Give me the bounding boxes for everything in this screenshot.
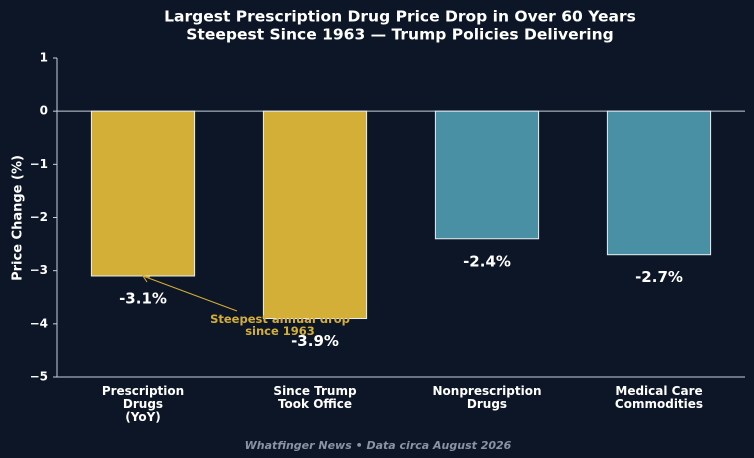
chart-subtitle: Steepest Since 1963 — Trump Policies Del… bbox=[186, 26, 613, 44]
x-tick-label: Prescription Drugs (YoY) bbox=[102, 384, 184, 424]
y-tick-label: −1 bbox=[30, 157, 48, 171]
annotation-arrowhead bbox=[141, 275, 151, 283]
y-tick-label: −2 bbox=[30, 210, 48, 224]
y-axis-label: Price Change (%) bbox=[11, 155, 26, 281]
y-tick-label: 1 bbox=[40, 51, 48, 65]
value-label: -3.9% bbox=[291, 332, 339, 350]
y-tick-label: −4 bbox=[30, 316, 48, 330]
annotation: Steepest annual drop since 1963 bbox=[210, 312, 350, 338]
footer: Whatfinger News • Data circa August 2026 bbox=[245, 439, 512, 452]
y-tick-label: −3 bbox=[30, 263, 48, 277]
x-tick-label: Since Trump Took Office bbox=[273, 384, 357, 411]
annotation-arrow bbox=[142, 275, 238, 312]
value-label: -3.1% bbox=[119, 289, 167, 307]
value-label: -2.7% bbox=[635, 268, 683, 286]
bar bbox=[434, 110, 540, 240]
y-tick-label: 0 bbox=[40, 104, 48, 118]
y-tick-label: −5 bbox=[30, 370, 48, 384]
chart-title: Largest Prescription Drug Price Drop in … bbox=[164, 8, 636, 26]
x-tick-label: Nonprescription Drugs bbox=[433, 384, 542, 411]
value-label: -2.4% bbox=[463, 252, 511, 270]
bar bbox=[262, 110, 368, 320]
bar bbox=[90, 110, 196, 277]
bar bbox=[606, 110, 712, 256]
x-tick-label: Medical Care Commodities bbox=[615, 384, 703, 411]
